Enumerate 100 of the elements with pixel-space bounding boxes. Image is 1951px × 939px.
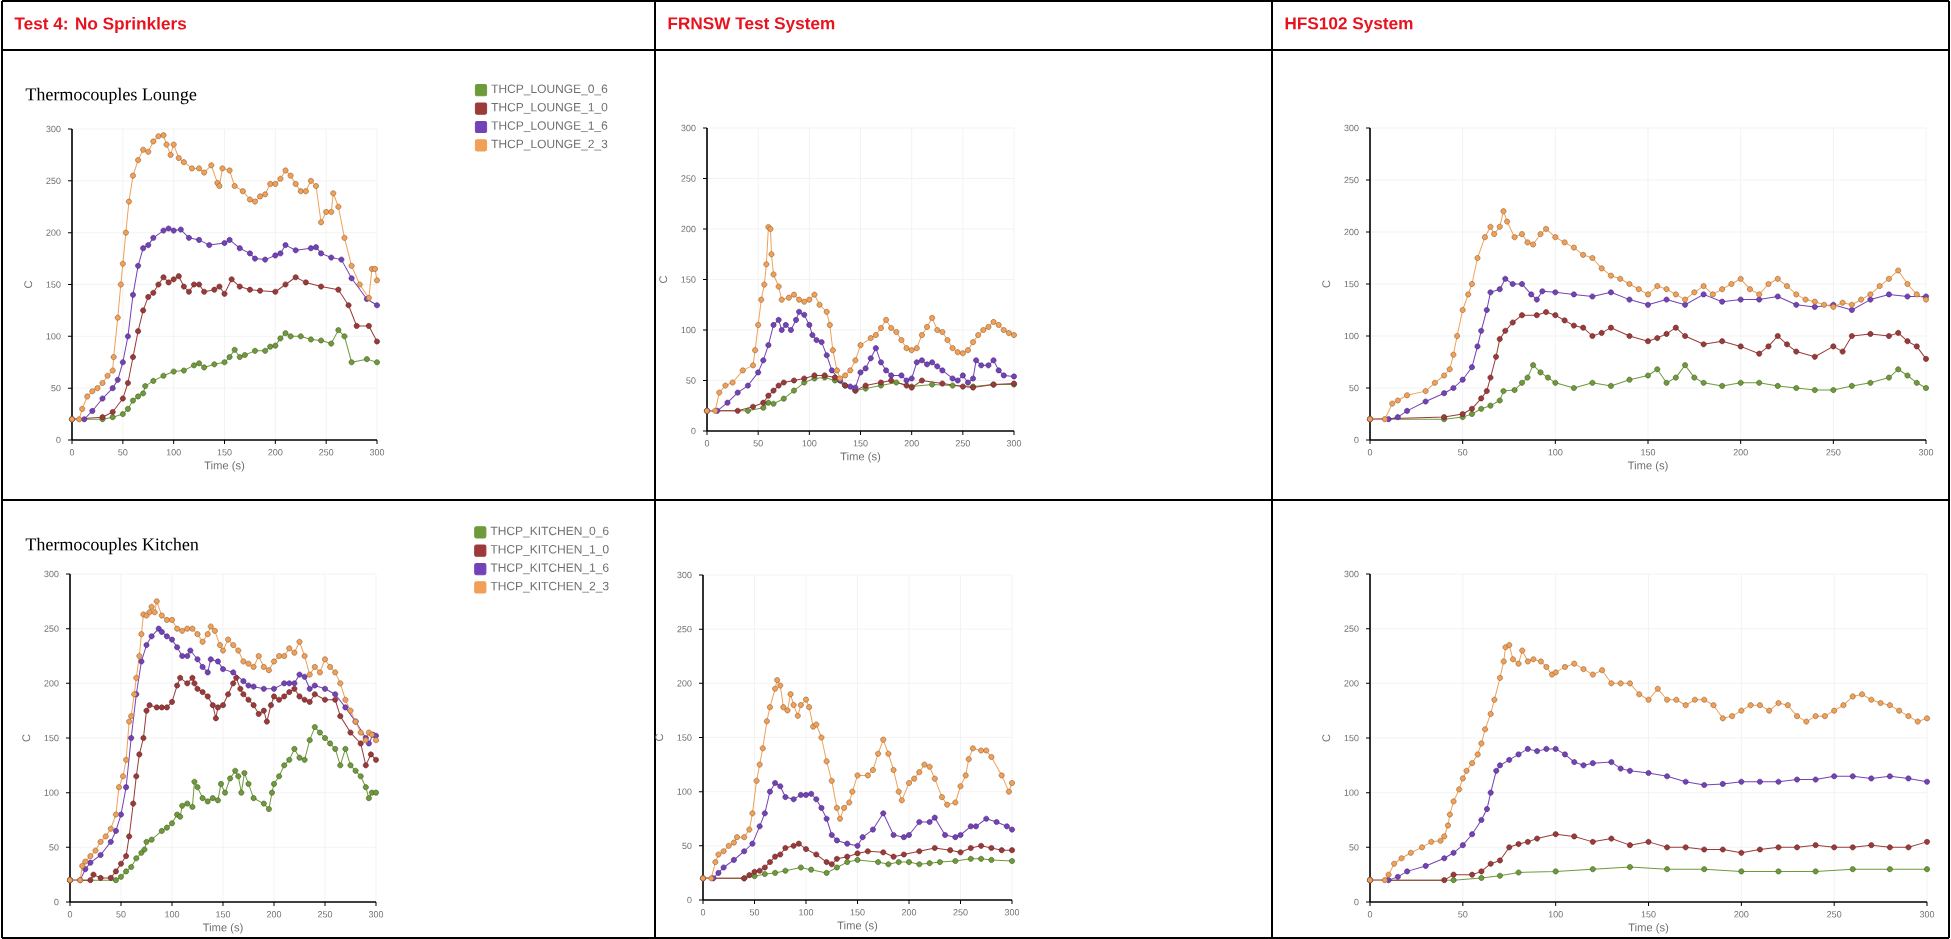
y-tick-label: 50 — [51, 384, 61, 392]
x-axis-title: Time (s) — [204, 461, 245, 472]
y-tick-label: 100 — [46, 333, 61, 340]
x-tick-label: 50 — [753, 440, 763, 447]
x-tick-label: 150 — [217, 449, 232, 456]
y-axis-title: C — [655, 733, 664, 741]
y-tick-label: 100 — [1344, 789, 1359, 796]
legend-label: THCP_KITCHEN_1_0 — [490, 545, 609, 556]
y-tick-label: 300 — [44, 570, 59, 578]
x-tick-label: 200 — [268, 449, 283, 456]
x-tick-label: 150 — [1641, 449, 1656, 456]
x-tick-label: 200 — [901, 909, 917, 916]
y-tick-label: 300 — [677, 571, 692, 579]
y-tick-label: 200 — [44, 680, 59, 687]
x-tick-label: 0 — [1367, 449, 1373, 456]
x-tick-label: 100 — [802, 440, 817, 447]
y-tick-label: 50 — [682, 842, 692, 850]
chart-title: FRNSW Test System — [668, 17, 835, 33]
x-tick-label: 250 — [317, 911, 333, 918]
x-tick-label: 0 — [69, 449, 75, 456]
y-tick-label: 100 — [681, 326, 696, 334]
x-tick-label: 0 — [704, 440, 710, 447]
x-tick-label: 250 — [955, 440, 970, 447]
chart-subtitle: Thermocouples Kitchen — [25, 537, 199, 555]
x-tick-label: 300 — [1918, 449, 1934, 456]
x-tick-label: 100 — [165, 911, 180, 918]
x-axis-title: Time (s) — [837, 921, 878, 932]
x-tick-label: 100 — [166, 449, 181, 456]
legend-label: THCP_KITCHEN_1_6 — [490, 563, 609, 575]
chart-title: HFS102 System — [1285, 17, 1413, 33]
y-tick-label: 100 — [1344, 332, 1359, 340]
y-tick-label: 0 — [691, 427, 696, 435]
y-tick-label: 150 — [44, 734, 59, 742]
x-axis-title: Time (s) — [1627, 461, 1668, 472]
x-tick-label: 0 — [67, 911, 73, 918]
x-tick-label: 200 — [904, 440, 919, 447]
y-tick-label: 300 — [1344, 124, 1359, 132]
x-tick-label: 250 — [1826, 449, 1841, 456]
x-tick-label: 100 — [1548, 911, 1563, 918]
y-tick-label: 300 — [681, 124, 696, 132]
x-tick-label: 50 — [1458, 911, 1468, 918]
x-tick-label: 200 — [266, 911, 282, 918]
y-tick-label: 200 — [677, 680, 692, 687]
y-tick-label: 200 — [46, 229, 61, 236]
y-tick-label: 250 — [46, 177, 61, 185]
x-tick-label: 50 — [1458, 449, 1468, 456]
y-tick-label: 250 — [1344, 625, 1359, 632]
y-tick-label: 150 — [1344, 734, 1359, 742]
x-tick-label: 200 — [1733, 449, 1748, 456]
y-axis-title: C — [22, 734, 31, 742]
y-axis-title: C — [659, 275, 668, 283]
legend-label: THCP_LOUNGE_0_6 — [491, 84, 608, 96]
x-axis-title: Time (s) — [840, 452, 881, 463]
x-tick-label: 50 — [118, 449, 128, 456]
x-axis-title: Time (s) — [202, 923, 243, 934]
y-tick-label: 100 — [44, 789, 59, 796]
y-tick-label: 50 — [686, 377, 696, 384]
y-tick-label: 300 — [46, 125, 61, 133]
x-tick-label: 100 — [799, 909, 814, 916]
x-axis-title: Time (s) — [1628, 923, 1669, 934]
x-tick-label: 250 — [1827, 911, 1842, 918]
x-tick-label: 200 — [1734, 911, 1749, 918]
y-tick-label: 250 — [44, 625, 59, 632]
x-tick-label: 100 — [1548, 449, 1563, 456]
x-tick-label: 250 — [319, 449, 334, 456]
x-tick-label: 0 — [700, 909, 706, 916]
y-tick-label: 250 — [681, 175, 696, 182]
x-tick-label: 0 — [1367, 911, 1373, 918]
x-tick-label: 300 — [1919, 911, 1935, 918]
legend-label: THCP_KITCHEN_0_6 — [490, 526, 609, 538]
chart-subtitle: Thermocouples Lounge — [25, 87, 197, 105]
y-tick-label: 250 — [1344, 176, 1359, 184]
y-tick-label: 50 — [1349, 384, 1359, 392]
y-tick-label: 0 — [687, 896, 692, 904]
y-axis-title: C — [1322, 280, 1331, 288]
x-tick-label: 300 — [368, 911, 384, 918]
y-tick-label: 150 — [1344, 280, 1359, 288]
legend-label: THCP_LOUNGE_2_3 — [491, 139, 608, 151]
y-tick-label: 200 — [681, 225, 696, 233]
y-tick-label: 150 — [46, 281, 61, 288]
x-tick-label: 50 — [116, 911, 126, 918]
y-tick-label: 150 — [681, 276, 696, 283]
x-tick-label: 150 — [853, 440, 868, 447]
y-tick-label: 50 — [49, 844, 59, 851]
x-tick-label: 300 — [369, 449, 385, 456]
x-tick-label: 250 — [953, 909, 968, 916]
x-tick-label: 150 — [216, 911, 231, 918]
legend-label: THCP_KITCHEN_2_3 — [490, 581, 609, 593]
x-tick-label: 300 — [1006, 440, 1022, 447]
y-tick-label: 0 — [54, 898, 59, 906]
x-tick-label: 150 — [1641, 911, 1656, 918]
y-tick-label: 0 — [1354, 898, 1359, 906]
y-tick-label: 250 — [677, 625, 692, 633]
y-tick-label: 50 — [1349, 844, 1359, 851]
x-tick-label: 50 — [749, 909, 760, 916]
legend-label: THCP_LOUNGE_1_0 — [491, 102, 608, 114]
legend-label: THCP_LOUNGE_1_6 — [491, 121, 608, 133]
x-tick-label: 300 — [1004, 909, 1020, 916]
chart-title: Test 4: No Sprinklers — [14, 16, 187, 34]
y-tick-label: 300 — [1344, 570, 1359, 578]
